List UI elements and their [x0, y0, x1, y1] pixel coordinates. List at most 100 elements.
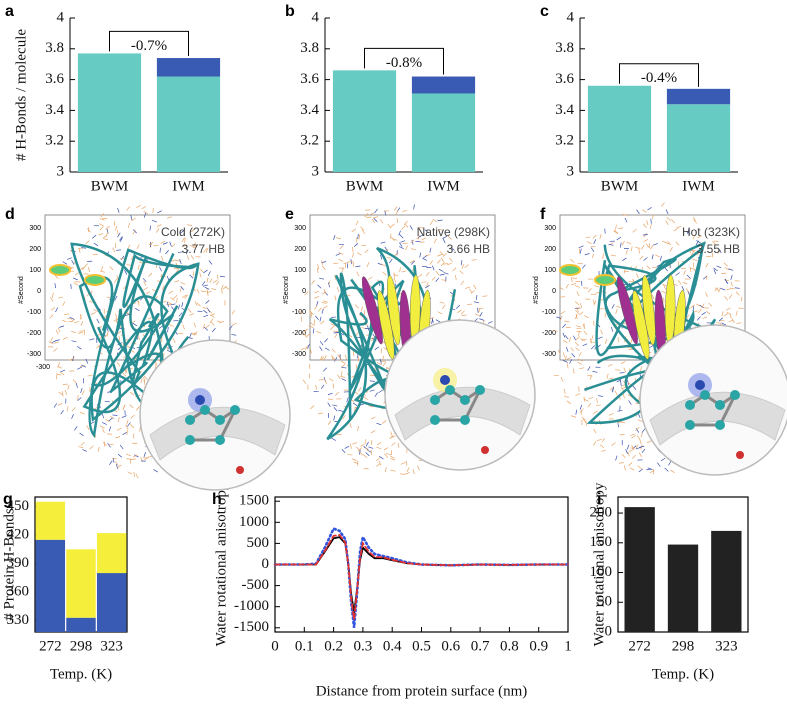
protein-atoms: [628, 280, 634, 283]
protein-atoms: [419, 252, 422, 258]
protein-atoms: [132, 454, 138, 458]
protein-atoms: [435, 277, 440, 283]
protein-atoms: [569, 359, 573, 364]
protein-atoms: [724, 267, 730, 271]
protein-atoms: [143, 376, 146, 382]
protein-atoms: [627, 451, 630, 457]
protein-atoms: [417, 465, 420, 471]
protein-atoms: [623, 465, 626, 471]
protein-atoms: [180, 229, 185, 234]
y-tick-label: 3.6: [45, 71, 64, 87]
protein-atoms: [231, 334, 237, 336]
protein-atoms: [636, 446, 641, 450]
map-title: Cold (272K): [161, 225, 225, 239]
protein-atoms: [712, 241, 717, 246]
protein-atoms: [181, 237, 185, 243]
protein-atoms: [219, 320, 225, 324]
protein-atoms: [231, 310, 235, 315]
protein-atoms: [730, 281, 733, 287]
protein-atoms: [171, 243, 176, 248]
protein-atoms: [143, 379, 145, 385]
protein-atoms: [318, 378, 324, 381]
atom: [215, 415, 225, 425]
protein-atoms: [55, 329, 59, 335]
protein-atoms: [592, 299, 595, 305]
protein-atoms: [324, 347, 330, 351]
x-tick-label: BWM: [91, 178, 129, 194]
protein-atoms: [314, 296, 320, 299]
protein-atoms: [405, 460, 408, 466]
protein-atoms: [173, 294, 178, 299]
protein-atoms: [57, 362, 61, 367]
protein-atoms: [390, 435, 396, 438]
protein-atoms: [101, 265, 103, 271]
protein-atoms: [336, 433, 342, 436]
protein-atoms: [148, 272, 153, 277]
protein-atoms: [696, 240, 701, 244]
protein-atoms: [565, 346, 569, 352]
protein-atoms: [413, 204, 415, 210]
atom: [445, 385, 455, 395]
protein-atoms: [650, 218, 652, 224]
protein-atoms: [616, 236, 622, 241]
bar: [587, 85, 652, 172]
atom: [230, 405, 240, 415]
protein-atoms: [50, 337, 53, 343]
protein-atoms: [119, 237, 123, 243]
protein-atoms: [48, 341, 54, 345]
protein-atoms: [564, 335, 569, 340]
protein-atoms: [341, 371, 343, 377]
protein-atoms: [570, 283, 576, 286]
protein-atoms: [127, 222, 130, 228]
y-tick-label: 200: [590, 504, 613, 520]
protein-atoms: [321, 291, 327, 295]
protein-atoms: [355, 265, 361, 268]
protein-atoms: [121, 415, 127, 418]
protein-atoms: [558, 349, 561, 355]
protein-atoms: [440, 261, 445, 267]
protein-atoms: [118, 336, 121, 342]
protein-atoms: [563, 395, 569, 398]
protein-atoms: [740, 296, 743, 302]
protein-atoms: [115, 436, 121, 439]
secondary-structure: [616, 276, 638, 345]
protein-atoms: [333, 330, 339, 333]
protein-atoms: [102, 422, 107, 425]
protein-atoms: [643, 257, 648, 261]
protein-atoms: [693, 216, 696, 222]
protein-atoms: [576, 291, 580, 297]
protein-atoms: [622, 393, 625, 399]
protein-atoms: [57, 366, 63, 369]
protein-atoms: [346, 397, 349, 403]
protein-atoms: [349, 422, 352, 428]
protein-atoms: [590, 247, 595, 253]
y-tick-label: 420: [7, 526, 30, 542]
protein-atoms: [632, 454, 636, 459]
protein-atoms: [122, 372, 127, 377]
x-axis-label: Distance from protein surface (nm): [316, 683, 528, 699]
protein-atoms: [385, 453, 391, 456]
protein-atoms: [578, 248, 581, 254]
secondary-structure: [387, 275, 401, 346]
protein-atoms: [206, 307, 211, 313]
protein-atoms: [158, 325, 164, 329]
protein-atoms: [394, 252, 399, 257]
protein-atoms: [170, 297, 175, 301]
bar: [624, 507, 655, 632]
protein-atoms: [630, 339, 633, 345]
protein-atoms: [692, 234, 696, 240]
protein-atoms: [331, 348, 336, 353]
protein-atoms: [376, 457, 381, 461]
protein-atoms: [77, 332, 83, 334]
protein-atoms: [360, 306, 364, 312]
protein-atoms: [574, 307, 580, 309]
protein-atoms: [716, 265, 722, 269]
protein-atoms: [450, 246, 455, 251]
protein-atoms: [175, 268, 180, 274]
protein-atoms: [74, 321, 80, 324]
protein-atoms: [695, 240, 700, 246]
x-tick-label: 323: [715, 638, 738, 654]
protein-atoms: [79, 432, 84, 437]
protein-atoms: [50, 307, 56, 311]
atom: [736, 451, 744, 459]
